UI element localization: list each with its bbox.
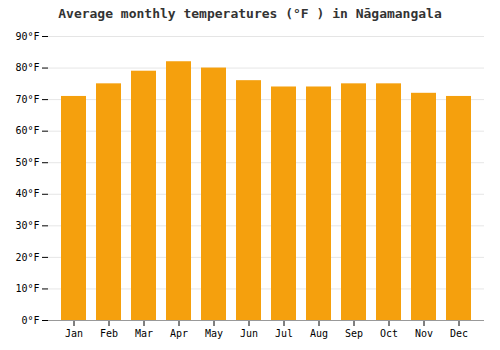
svg-text:Apr: Apr xyxy=(170,328,188,339)
svg-text:Jan: Jan xyxy=(65,328,83,339)
svg-text:Aug: Aug xyxy=(310,328,328,339)
svg-text:80°F: 80°F xyxy=(15,62,39,73)
svg-text:50°F: 50°F xyxy=(15,157,39,168)
svg-text:Feb: Feb xyxy=(100,328,118,339)
svg-text:Dec: Dec xyxy=(450,328,468,339)
svg-text:60°F: 60°F xyxy=(15,125,39,136)
svg-text:70°F: 70°F xyxy=(15,94,39,105)
svg-text:Nov: Nov xyxy=(415,328,433,339)
svg-text:40°F: 40°F xyxy=(15,188,39,199)
svg-text:Sep: Sep xyxy=(345,328,363,339)
svg-text:30°F: 30°F xyxy=(15,220,39,231)
svg-text:Jul: Jul xyxy=(275,328,293,339)
svg-text:20°F: 20°F xyxy=(15,252,39,263)
svg-text:Oct: Oct xyxy=(380,328,398,339)
svg-text:May: May xyxy=(205,328,223,339)
svg-text:10°F: 10°F xyxy=(15,283,39,294)
svg-text:Jun: Jun xyxy=(240,328,258,339)
svg-text:Mar: Mar xyxy=(135,328,153,339)
html-text:Average monthly temperatures (: Average monthly temperatures (°F ) in Nā… xyxy=(58,6,442,21)
svg-text:90°F: 90°F xyxy=(15,31,39,42)
svg-text:0°F: 0°F xyxy=(21,315,39,326)
